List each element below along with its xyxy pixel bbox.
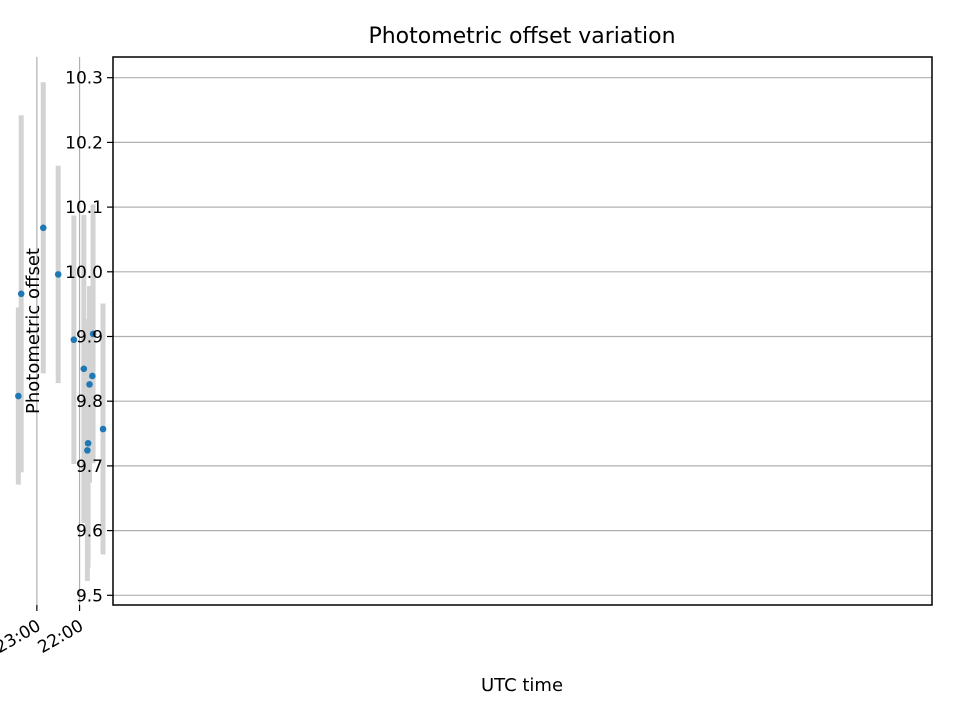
- data-point: [39, 224, 47, 232]
- y-tick-label: 9.9: [76, 327, 103, 347]
- y-tick-label: 9.5: [76, 586, 103, 606]
- data-point: [89, 372, 96, 380]
- chart-title: Photometric offset variation: [368, 24, 675, 49]
- data-point: [84, 447, 91, 454]
- plot-frame: [112, 56, 933, 606]
- y-tick-label: 9.6: [76, 522, 103, 542]
- y-tick-label: 10.0: [65, 263, 103, 283]
- data-points: [15, 224, 107, 454]
- y-tick-label: 9.7: [76, 457, 103, 477]
- gridlines: [36, 57, 932, 605]
- data-point: [17, 290, 25, 298]
- data-point: [70, 336, 78, 344]
- data-point: [15, 392, 22, 400]
- data-point: [86, 381, 93, 388]
- y-tick-label: 10.2: [65, 133, 103, 153]
- x-axis-label: UTC time: [481, 675, 563, 696]
- y-axis-label: Photometric offset: [23, 248, 44, 414]
- y-tick-label: 10.1: [65, 198, 103, 218]
- data-point: [54, 271, 62, 278]
- data-point: [80, 365, 88, 373]
- y-tick-label: 9.8: [76, 392, 103, 412]
- data-point: [99, 425, 107, 433]
- data-point: [89, 330, 97, 338]
- y-tick-label: 10.3: [65, 69, 103, 89]
- y-axis-ticks: 9.5 9.6 9.7 9.8 9.9 10.0 10.1 10.2 10.3: [65, 69, 113, 606]
- data-point: [84, 439, 92, 447]
